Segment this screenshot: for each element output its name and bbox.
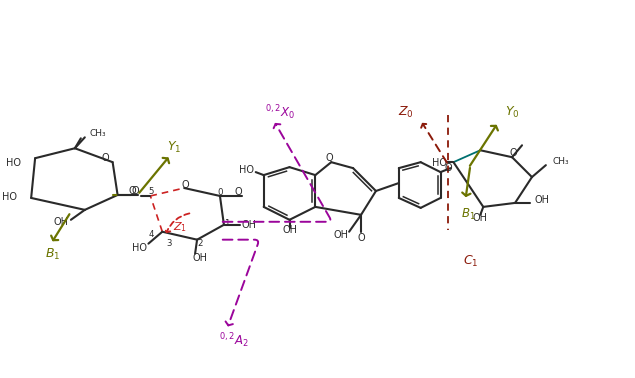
Text: CH₃: CH₃ [90,129,107,138]
Text: $^{0,2}A_2$: $^{0,2}A_2$ [219,332,249,350]
Text: 1: 1 [224,219,230,228]
Text: O: O [509,148,517,158]
Text: 5: 5 [149,187,154,197]
Text: O: O [129,186,137,196]
Text: HO: HO [239,165,254,175]
Text: $Z_1$: $Z_1$ [173,220,187,234]
Text: O: O [131,186,139,196]
Text: O: O [325,153,333,163]
Text: $Y_0$: $Y_0$ [505,105,520,120]
Text: OH: OH [333,230,349,240]
Text: $Z_0$: $Z_0$ [398,105,414,120]
Text: HO: HO [3,192,17,202]
Text: OH: OH [535,195,550,205]
Text: 4: 4 [149,230,154,239]
Text: OH: OH [473,213,488,223]
Text: O: O [358,233,365,243]
Text: OH: OH [53,217,69,227]
Text: $Y_1$: $Y_1$ [167,140,182,155]
Text: $B_1$: $B_1$ [461,207,476,222]
Text: O: O [182,180,189,190]
Text: $^{0,2}X_0$: $^{0,2}X_0$ [265,103,295,122]
Text: O: O [102,153,109,163]
Text: 3: 3 [166,239,172,248]
Text: OH: OH [282,225,297,235]
Text: 2: 2 [197,239,203,248]
Text: 0: 0 [217,189,223,197]
Text: HO: HO [432,158,446,168]
Text: OH: OH [242,220,257,230]
Text: HO: HO [133,243,147,253]
Text: $B_1$: $B_1$ [45,247,61,262]
Text: OH: OH [192,253,208,263]
Text: CH₃: CH₃ [553,156,570,166]
Text: O: O [234,187,242,197]
Text: HO: HO [6,158,21,168]
Text: $C_1$: $C_1$ [463,254,478,269]
Text: O: O [444,163,452,173]
